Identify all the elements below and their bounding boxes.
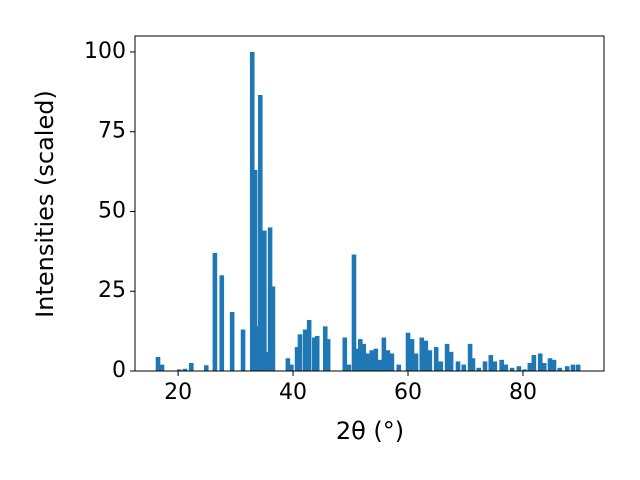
bar — [155, 356, 161, 371]
bar — [377, 359, 383, 371]
bar — [322, 326, 328, 371]
bar — [389, 353, 395, 371]
bar — [342, 337, 348, 371]
bar — [159, 364, 165, 371]
bar — [176, 369, 182, 371]
bar — [306, 319, 312, 371]
bar — [249, 51, 255, 371]
bar — [516, 366, 522, 371]
bar — [351, 254, 357, 371]
y-tick-label: 0 — [112, 358, 126, 383]
bar — [405, 332, 411, 371]
bar — [302, 329, 308, 371]
x-tick-label: 40 — [279, 380, 307, 405]
x-axis-label: 2θ (°) — [336, 417, 404, 445]
bar — [212, 252, 218, 371]
bar — [381, 337, 387, 371]
bar — [354, 348, 360, 371]
bar — [470, 358, 476, 371]
y-tick-label: 100 — [84, 39, 126, 64]
bar — [570, 364, 576, 371]
y-axis-label: Intensities (scaled) — [31, 90, 59, 318]
bar — [427, 350, 433, 371]
bar — [289, 364, 294, 371]
bar — [433, 347, 439, 371]
bar — [531, 355, 537, 371]
x-tick-label: 80 — [509, 380, 537, 405]
bar — [270, 286, 276, 371]
bar — [438, 361, 444, 371]
bar — [547, 358, 553, 371]
bar — [361, 343, 367, 371]
bar — [219, 275, 225, 371]
bar — [240, 329, 246, 371]
bar — [537, 353, 543, 371]
bar — [522, 369, 527, 371]
bar — [257, 95, 263, 372]
bar — [557, 367, 563, 371]
plot-frame — [134, 35, 605, 372]
bar — [294, 347, 300, 371]
y-tick-label: 75 — [98, 119, 126, 144]
bar — [476, 367, 482, 371]
bar — [373, 348, 379, 371]
bar — [358, 339, 363, 371]
bar — [297, 334, 303, 371]
bar — [264, 351, 270, 371]
bar — [203, 365, 209, 371]
bar — [419, 337, 425, 371]
bar — [575, 364, 581, 371]
bar — [189, 363, 194, 371]
bar — [461, 364, 467, 371]
bar — [541, 363, 547, 371]
bar — [182, 368, 188, 371]
bar — [423, 340, 429, 371]
bar — [314, 335, 320, 371]
bar — [385, 350, 391, 371]
bar — [346, 364, 352, 371]
bar — [551, 359, 557, 371]
bar — [564, 366, 570, 371]
bar — [503, 364, 509, 371]
bar — [488, 355, 494, 371]
bar — [492, 361, 498, 371]
bar — [267, 227, 273, 371]
bar — [499, 359, 504, 371]
bar — [325, 339, 331, 371]
bar — [312, 337, 317, 371]
x-tick-label: 60 — [394, 380, 422, 405]
bar — [444, 343, 450, 371]
bar — [365, 353, 371, 371]
bar — [527, 363, 533, 371]
bar — [509, 367, 515, 371]
bar — [482, 361, 488, 371]
bar — [455, 361, 461, 371]
bar — [229, 311, 235, 371]
bar — [409, 339, 415, 371]
bar — [369, 350, 375, 371]
bar — [467, 343, 473, 371]
bar — [252, 170, 258, 371]
bar — [448, 351, 454, 371]
x-tick-label: 20 — [164, 380, 192, 405]
bar — [262, 230, 267, 371]
bar — [413, 353, 419, 371]
bar — [396, 364, 402, 371]
y-tick-label: 50 — [98, 198, 126, 223]
y-tick-label: 25 — [98, 278, 126, 303]
bar — [285, 358, 291, 371]
